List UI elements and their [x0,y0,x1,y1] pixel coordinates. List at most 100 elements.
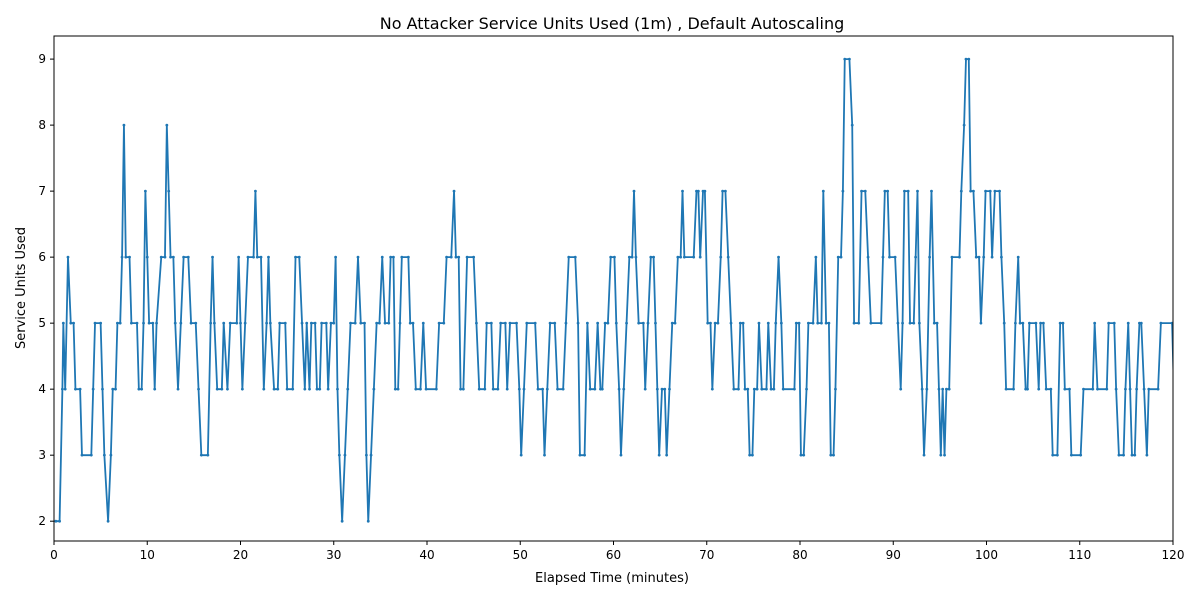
data-point [613,255,616,259]
data-point [632,189,636,193]
data-point [774,321,778,325]
data-point [406,255,410,259]
data-point [799,453,803,457]
data-point [654,321,657,325]
data-point [1128,387,1132,391]
data-point [886,189,890,193]
x-tick-label: 30 [326,548,341,562]
data-point [627,255,631,259]
data-point [703,189,707,193]
data-point [766,321,770,325]
data-point [652,255,655,259]
data-point [294,255,297,259]
data-point [153,387,157,391]
data-point [145,255,149,259]
data-point [1170,321,1173,325]
data-point [585,321,589,325]
data-point [465,255,469,259]
data-point [777,255,780,259]
data-point [1058,321,1062,325]
data-point [1142,387,1146,391]
data-point [710,387,714,391]
y-tick-label: 3 [38,448,46,462]
data-point [452,189,456,193]
data-point [366,519,370,523]
data-point [757,321,761,325]
data-point [437,321,441,325]
data-point [54,519,58,523]
data-point [556,387,559,391]
data-point [852,321,856,325]
data-point [1145,453,1149,457]
data-point [729,321,733,325]
plot-frame [53,35,1174,542]
data-point [1018,321,1022,325]
data-point [1139,321,1143,325]
data-point [732,387,736,391]
data-point [928,255,932,259]
data-point [541,387,545,391]
data-point [850,123,854,127]
data-point [383,321,387,325]
data-point [151,321,155,325]
data-point [147,321,151,325]
data-point [69,321,73,325]
data-point [114,387,117,391]
data-point [937,387,941,391]
x-tick-label: 80 [792,548,807,562]
data-point [932,321,936,325]
data-point [128,255,131,259]
data-point [814,255,818,259]
data-point [600,387,604,391]
data-point [972,189,975,193]
data-point [434,387,438,391]
data-point [332,321,336,325]
data-point [836,255,840,259]
data-point [1051,453,1055,457]
data-point [472,255,476,259]
data-point [254,189,257,193]
data-point [573,255,577,259]
data-point [755,387,759,391]
data-point [682,255,686,259]
data-point [169,255,172,259]
data-point [709,321,712,325]
data-point [442,321,446,325]
data-point [179,321,183,325]
data-point [998,189,1001,193]
data-point [903,189,906,193]
data-point [522,387,526,391]
data-point [1159,321,1163,325]
data-point [334,255,338,259]
data-point [252,255,255,259]
data-point [564,321,568,325]
data-point [364,453,368,457]
data-point [393,387,397,391]
data-point [122,123,126,127]
data-point [167,189,171,193]
data-point [378,321,381,325]
data-point [182,255,186,259]
data-point [353,321,357,325]
x-tick-label: 110 [1068,548,1091,562]
data-point [576,321,580,325]
data-point [1055,453,1059,457]
data-point [408,321,412,325]
data-point [209,321,213,325]
data-point [503,321,507,325]
data-point [1000,255,1003,259]
data-point [567,255,571,259]
data-point [969,189,973,193]
data-point [58,519,61,523]
data-point [485,321,489,325]
data-point [337,453,341,457]
data-point [888,255,891,259]
data-point [78,387,82,391]
data-point [772,387,776,391]
data-point [228,321,232,325]
data-point [962,123,966,127]
data-point [625,321,628,325]
data-point [1041,321,1045,325]
x-tick-label: 90 [886,548,901,562]
data-point [318,387,322,391]
